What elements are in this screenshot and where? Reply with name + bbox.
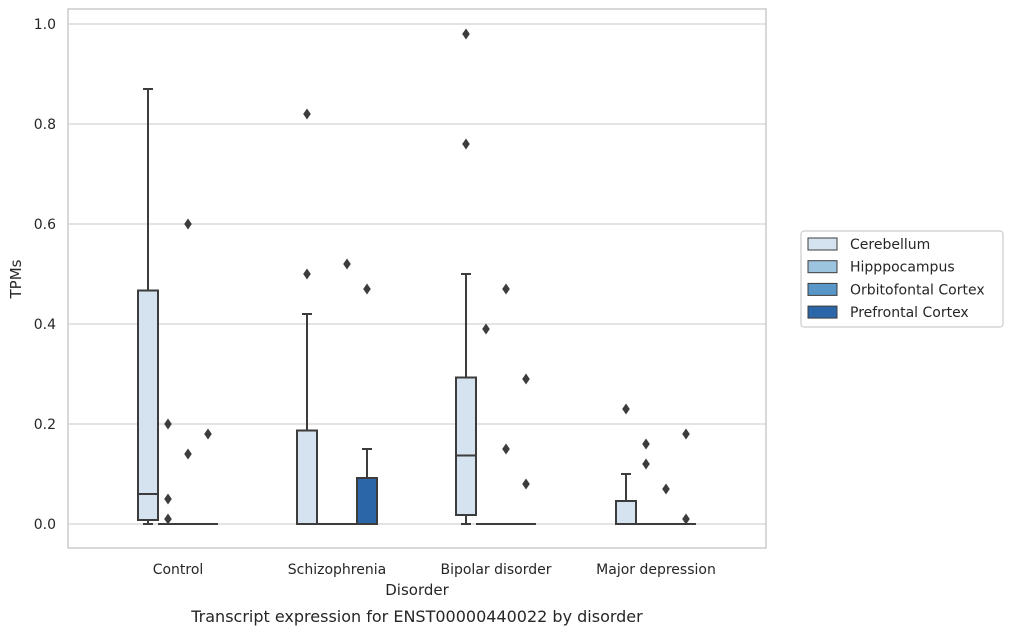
x-tick-label: Control [153,562,204,578]
outlier-point [204,428,212,440]
x-axis-ticks: Control Schizophrenia Bipolar disorder Majo… [153,562,716,578]
y-tick-label: 0.0 [34,517,56,533]
gridlines [68,23,766,525]
legend-frame [800,230,1004,328]
y-tick-label: 0.8 [34,117,56,133]
legend-swatch [807,282,838,296]
x-axis-label: Disorder [385,581,449,599]
outlier-point [502,443,510,455]
box-prefrontal-cortex [356,283,378,525]
plot-frame [67,8,767,549]
box-body [356,477,378,525]
outlier-point [522,373,530,385]
outlier-point [522,478,530,490]
outlier-point [184,218,192,230]
y-axis-label: TPMs [7,259,25,299]
outlier-point [164,418,172,430]
box-orbitofontal-cortex [178,218,198,525]
outlier-point [642,438,650,450]
box-cerebellum [296,108,318,525]
legend-label: Hipppocampus [850,260,955,276]
box-prefrontal-cortex [676,428,696,525]
box-cerebellum [137,88,159,525]
chart-caption: Transcript expression for ENST0000044002… [190,607,643,626]
outlier-point [662,483,670,495]
box-cerebellum [455,28,477,525]
box-hipppocampus [476,323,496,525]
box-hipppocampus [636,438,656,525]
y-tick-label: 0.6 [34,217,56,233]
legend: Cerebellum Hipppocampus Orbitofontal Corte… [800,230,1004,328]
outlier-point [482,323,490,335]
outlier-point [642,458,650,470]
outlier-point [682,513,690,525]
legend-label: Cerebellum [850,237,930,253]
box-prefrontal-cortex [516,373,536,525]
box-cerebellum [615,403,637,525]
y-axis-ticks: 0.0 0.2 0.4 0.6 0.8 1.0 [34,17,56,533]
box-orbitofontal-cortex [337,258,357,525]
x-tick-label: Bipolar disorder [440,562,551,578]
x-tick-label: Schizophrenia [288,562,386,578]
box-body [296,429,318,525]
outlier-point [462,138,470,150]
box-orbitofontal-cortex [496,283,516,525]
outlier-point [682,428,690,440]
legend-swatch [807,305,838,319]
x-tick-label: Major depression [596,562,716,578]
outlier-point [303,268,311,280]
legend-swatch [807,260,838,274]
y-tick-label: 1.0 [34,17,56,33]
outlier-point [303,108,311,120]
outlier-point [462,28,470,40]
outlier-point [343,258,351,270]
outlier-point [164,493,172,505]
outlier-point [184,448,192,460]
y-tick-label: 0.4 [34,317,56,333]
outlier-point [622,403,630,415]
legend-label: Prefrontal Cortex [850,305,969,321]
box-body [137,289,159,521]
legend-swatch [807,237,838,251]
box-body [455,376,477,516]
boxes [137,28,696,525]
outlier-point [164,513,172,525]
legend-label: Orbitofontal Cortex [850,282,985,298]
outlier-point [363,283,371,295]
y-tick-label: 0.2 [34,417,56,433]
outlier-point [502,283,510,295]
box-orbitofontal-cortex [656,483,676,525]
box-body [615,500,637,525]
box-prefrontal-cortex [198,428,218,525]
box-hipppocampus [158,418,178,525]
